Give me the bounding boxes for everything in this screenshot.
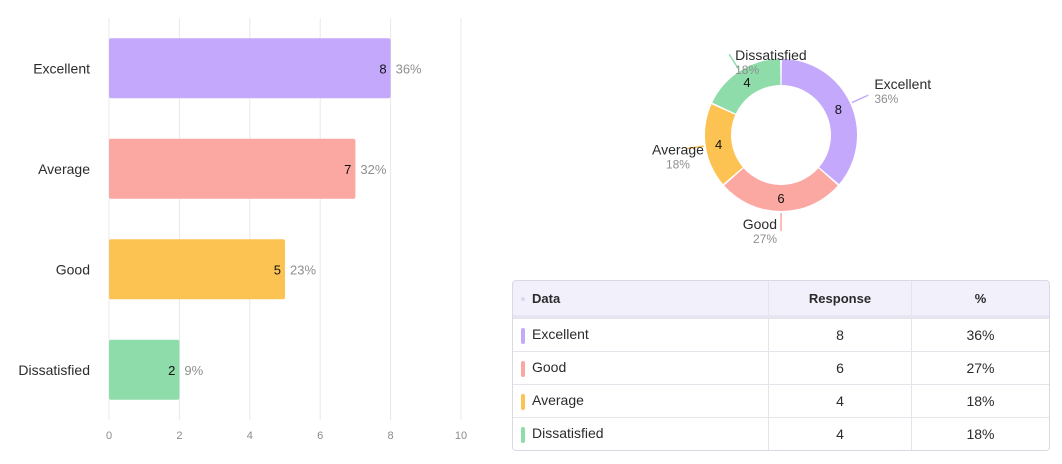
bar — [109, 339, 180, 400]
row-label: Good — [513, 351, 768, 384]
color-swatch-icon — [521, 327, 525, 344]
slice-percent-label: 18% — [735, 63, 759, 77]
row-response: 4 — [768, 417, 911, 450]
bar-percent-label: 9% — [184, 363, 203, 378]
x-tick-label: 10 — [455, 430, 467, 442]
slice-name-label: Good — [743, 216, 777, 232]
x-tick-label: 0 — [106, 430, 112, 442]
leader-line — [685, 145, 704, 150]
table-row: Excellent 8 36% — [513, 318, 1049, 351]
bar — [109, 38, 391, 99]
row-label: Excellent — [513, 318, 768, 351]
bar-percent-label: 23% — [290, 262, 316, 277]
x-tick-label: 2 — [176, 430, 182, 442]
slice-percent-label: 27% — [753, 232, 777, 246]
bar-percent-label: 32% — [360, 162, 386, 177]
table-row: Good 6 27% — [513, 351, 1049, 384]
category-label: Dissatisfied — [18, 362, 90, 378]
row-percent: 18% — [911, 417, 1049, 450]
row-percent: 27% — [911, 351, 1049, 384]
table-row: Average 4 18% — [513, 384, 1049, 417]
row-label: Dissatisfied — [513, 417, 768, 450]
x-tick-label: 4 — [247, 430, 253, 442]
header-dot-icon — [521, 297, 525, 302]
slice-value-label: 4 — [743, 75, 750, 90]
category-label: Good — [56, 261, 90, 277]
header-data: Data — [513, 281, 768, 318]
donut-slice — [724, 168, 838, 211]
slice-percent-label: 18% — [666, 158, 690, 172]
donut-chart: 8Excellent36%6Good27%4Average18%4Dissati… — [652, 47, 931, 246]
donut-slice — [712, 59, 781, 114]
bar-value-label: 8 — [379, 61, 386, 76]
donut-slice — [781, 59, 857, 185]
color-swatch-icon — [521, 426, 525, 443]
color-swatch-icon — [521, 360, 525, 377]
bar-percent-label: 36% — [396, 61, 422, 76]
row-response: 8 — [768, 318, 911, 351]
response-table: Data Response % Excellent 8 36% Good 6 2… — [512, 280, 1050, 451]
row-percent: 18% — [911, 384, 1049, 417]
leader-line — [728, 53, 740, 70]
horizontal-bar-chart: 0 2 4 6 8 10 Excellent 8 36% Average 7 32% Good 5 23% D… — [18, 18, 467, 442]
row-label: Average — [513, 384, 768, 417]
color-swatch-icon — [521, 393, 525, 410]
slice-value-label: 6 — [777, 191, 784, 206]
bar — [109, 239, 285, 300]
row-percent: 36% — [911, 318, 1049, 351]
x-tick-label: 8 — [388, 430, 394, 442]
table-header-row: Data Response % — [513, 281, 1049, 318]
bar-value-label: 7 — [344, 162, 351, 177]
category-label: Excellent — [33, 60, 90, 76]
slice-name-label: Average — [652, 142, 704, 158]
x-tick-label: 6 — [317, 430, 323, 442]
bar-value-label: 5 — [274, 262, 281, 277]
slice-value-label: 4 — [715, 137, 722, 152]
donut-slice — [705, 104, 743, 185]
slice-name-label: Dissatisfied — [735, 47, 807, 63]
category-label: Average — [38, 161, 90, 177]
row-response: 4 — [768, 384, 911, 417]
bar-value-label: 2 — [168, 363, 175, 378]
header-percent: % — [911, 281, 1049, 318]
slice-percent-label: 36% — [874, 92, 898, 106]
leader-line — [851, 94, 869, 104]
table-row: Dissatisfied 4 18% — [513, 417, 1049, 450]
header-response: Response — [768, 281, 911, 318]
row-response: 6 — [768, 351, 911, 384]
slice-name-label: Excellent — [874, 76, 931, 92]
bar — [109, 138, 356, 199]
slice-value-label: 8 — [835, 102, 842, 117]
